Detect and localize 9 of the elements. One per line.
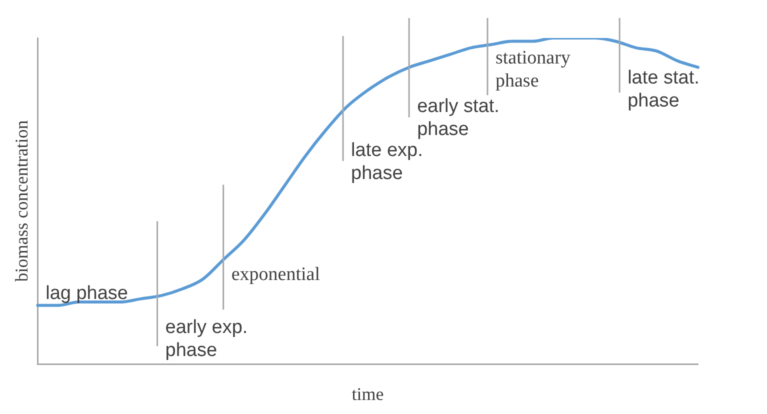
annotation: exponential <box>231 264 320 286</box>
annotation: stationary phase <box>495 48 571 92</box>
annotation: lag phase <box>46 283 128 304</box>
y-axis-title: biomass concentration <box>12 120 32 282</box>
x-axis-title: time <box>352 384 384 404</box>
annotation: early exp. phase <box>165 316 248 361</box>
annotation: early stat. phase <box>417 96 500 140</box>
annotation: late stat. phase <box>628 67 700 112</box>
annotation: late exp. phase <box>351 140 423 184</box>
